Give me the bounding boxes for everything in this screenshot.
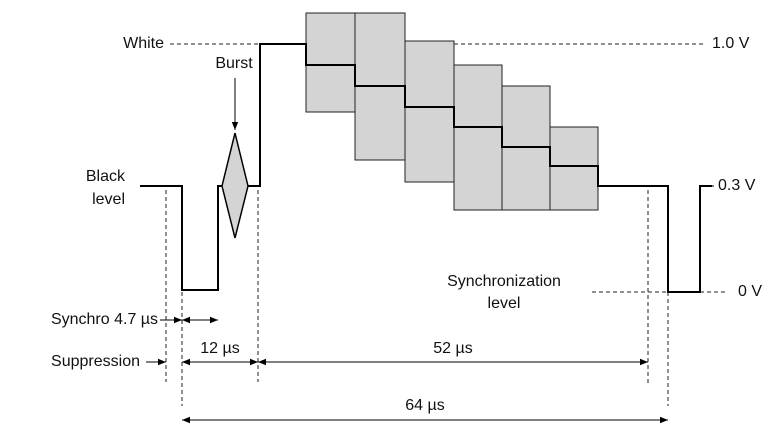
black-voltage: 0.3 V xyxy=(718,177,756,194)
sync-label: Synchronization xyxy=(447,273,561,290)
white-voltage: 1.0 V xyxy=(712,35,750,52)
burst-shape xyxy=(221,132,249,239)
reference-lines xyxy=(165,43,728,406)
synchro-label: Synchro 4.7 µs xyxy=(51,311,158,328)
black-label: Black xyxy=(86,168,126,185)
sync-label: level xyxy=(488,295,521,312)
burst-gap-label: 12 µs xyxy=(200,340,239,357)
line-label: 64 µs xyxy=(405,397,444,414)
color-bars xyxy=(305,12,599,211)
burst-label: Burst xyxy=(215,55,253,72)
suppression-label: Suppression xyxy=(51,353,140,370)
waveform xyxy=(140,43,712,293)
black-label: level xyxy=(92,191,125,208)
active-label: 52 µs xyxy=(433,340,472,357)
sync-voltage: 0 V xyxy=(738,283,762,300)
white-label: White xyxy=(123,35,164,52)
